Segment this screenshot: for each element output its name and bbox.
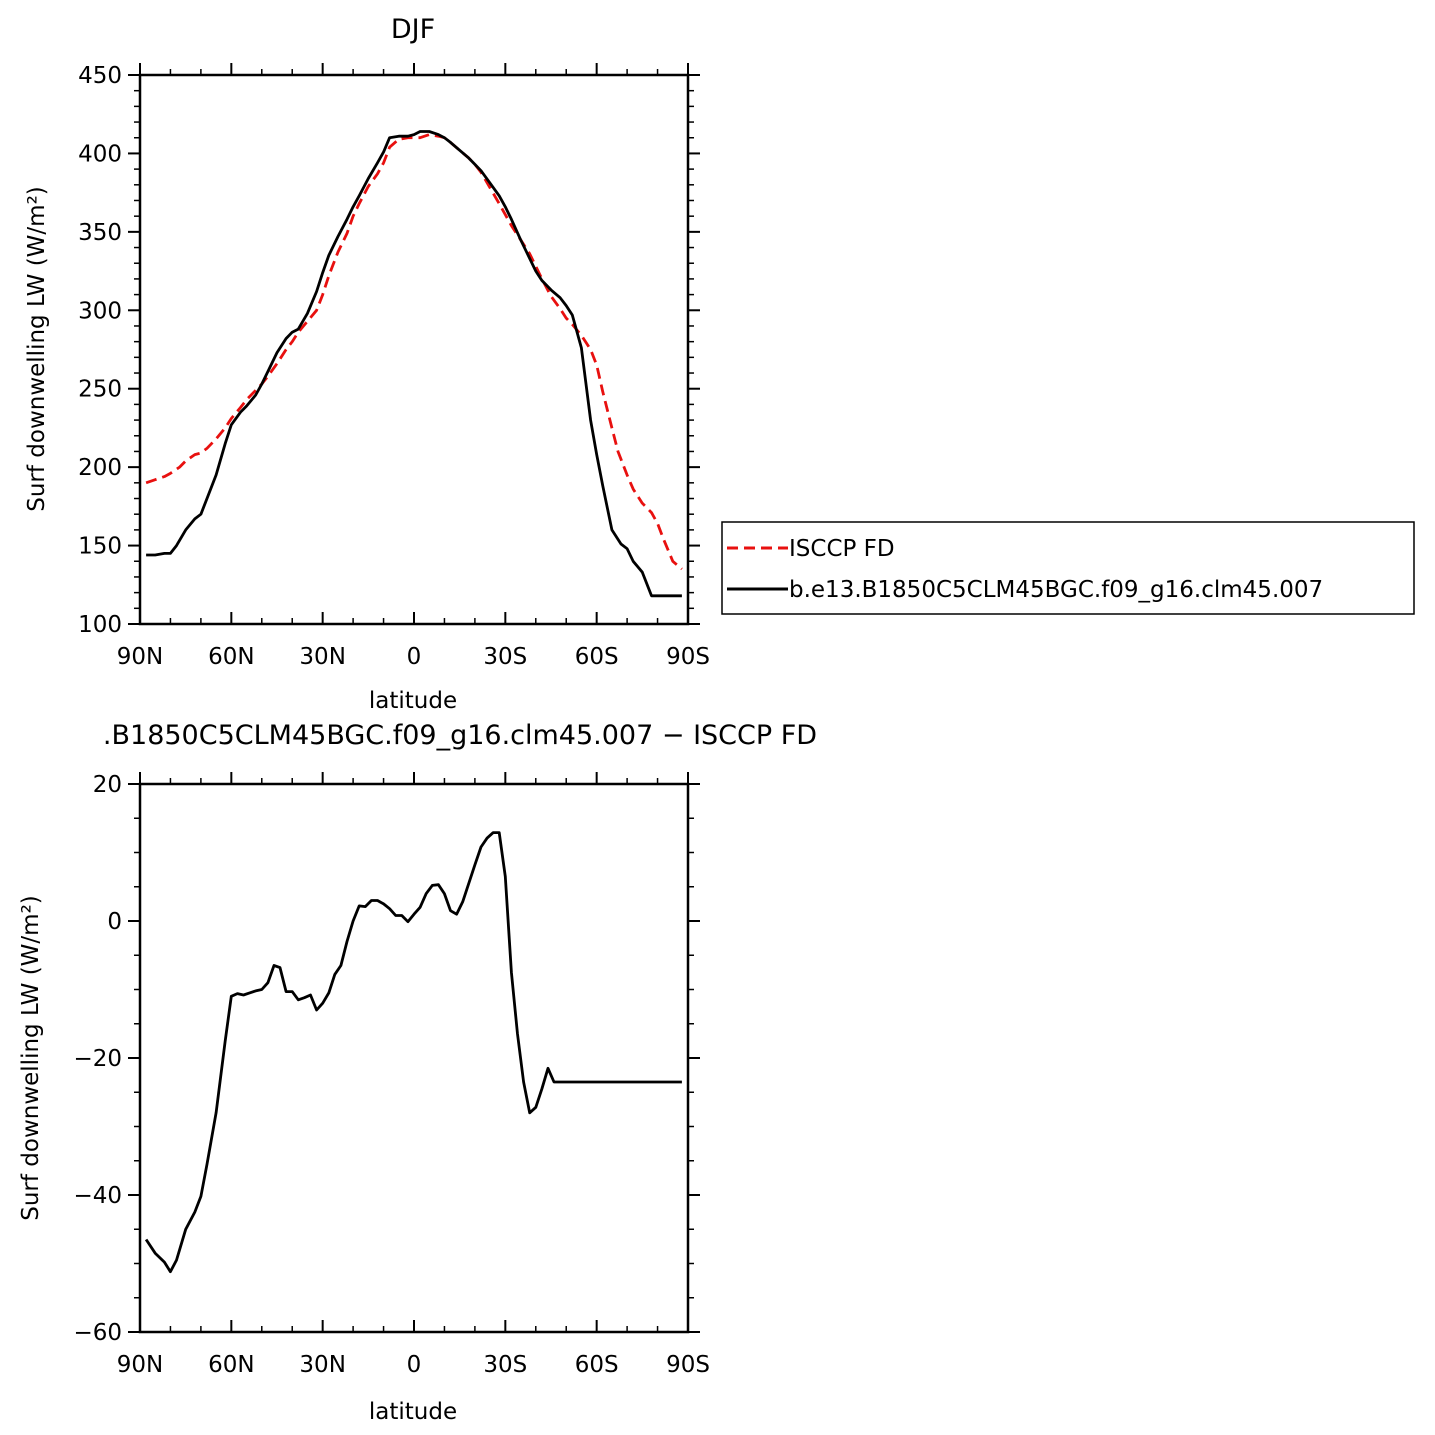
- x-tick-label: 90N: [117, 644, 163, 670]
- series-line-model: [146, 130, 682, 598]
- plot-frame: [138, 73, 690, 626]
- x-tick-label: 60S: [575, 1352, 619, 1378]
- tick-layer: 90N 60N 30N 0 30S 60S 90S 100 150 200 250 300 350 400…: [78, 63, 710, 670]
- series-layer: [144, 831, 682, 1274]
- x-tick-label: 0: [407, 1352, 422, 1378]
- x-tick-label: 60N: [208, 644, 254, 670]
- legend: ISCCP FD b.e13.B1850C5CLM45BGC.f09_g16.c…: [721, 521, 1415, 615]
- y-tick-label: −40: [73, 1183, 122, 1209]
- chart-title: DJF: [391, 14, 435, 45]
- series-line-isccp: [145, 133, 683, 571]
- y-tick-label: 20: [93, 772, 122, 798]
- y-tick-label: 350: [78, 220, 122, 246]
- x-tick-label: 30N: [299, 1352, 345, 1378]
- legend-label-model: b.e13.B1850C5CLM45BGC.f09_g16.clm45.007: [789, 577, 1323, 603]
- legend-box: [721, 521, 1415, 615]
- y-tick-label: 0: [107, 909, 122, 935]
- x-tick-label: 90S: [666, 644, 710, 670]
- series-layer: [145, 130, 683, 598]
- y-tick-label: 150: [78, 534, 122, 560]
- y-tick-label: −60: [73, 1320, 122, 1346]
- x-tick-label: 60S: [575, 644, 619, 670]
- x-tick-label: 30S: [483, 1352, 527, 1378]
- tick-layer: 90N 60N 30N 0 30S 60S 90S −60 −40 −20 0 20: [73, 772, 710, 1378]
- y-tick-label: 400: [78, 141, 122, 167]
- y-tick-label: 100: [78, 612, 122, 638]
- x-axis-title: latitude: [369, 1399, 457, 1425]
- y-tick-label: −20: [73, 1046, 122, 1072]
- y-tick-label: 450: [78, 63, 122, 89]
- legend-label-isccp: ISCCP FD: [789, 536, 895, 562]
- chart-panel-top: DJF 90N 60N 30N 0 30S 60S 90S 100 150 200 250 300 35…: [24, 14, 1415, 714]
- y-tick-label: 250: [78, 377, 122, 403]
- x-tick-label: 90N: [117, 1352, 163, 1378]
- x-tick-label: 60N: [208, 1352, 254, 1378]
- y-axis-title: Surf downwelling LW (W/m²): [24, 186, 50, 512]
- x-tick-label: 0: [407, 644, 422, 670]
- x-axis-title: latitude: [369, 688, 457, 714]
- y-tick-label: 200: [78, 455, 122, 481]
- x-tick-label: 90S: [666, 1352, 710, 1378]
- chart-title: .B1850C5CLM45BGC.f09_g16.clm45.007 − ISC…: [103, 720, 817, 751]
- y-tick-label: 300: [78, 298, 122, 324]
- y-axis-title: Surf downwelling LW (W/m²): [18, 895, 44, 1221]
- x-tick-label: 30N: [299, 644, 345, 670]
- x-tick-label: 30S: [483, 644, 527, 670]
- series-line-model: [144, 831, 682, 1274]
- chart-panel-bottom: .B1850C5CLM45BGC.f09_g16.clm45.007 − ISC…: [18, 720, 817, 1425]
